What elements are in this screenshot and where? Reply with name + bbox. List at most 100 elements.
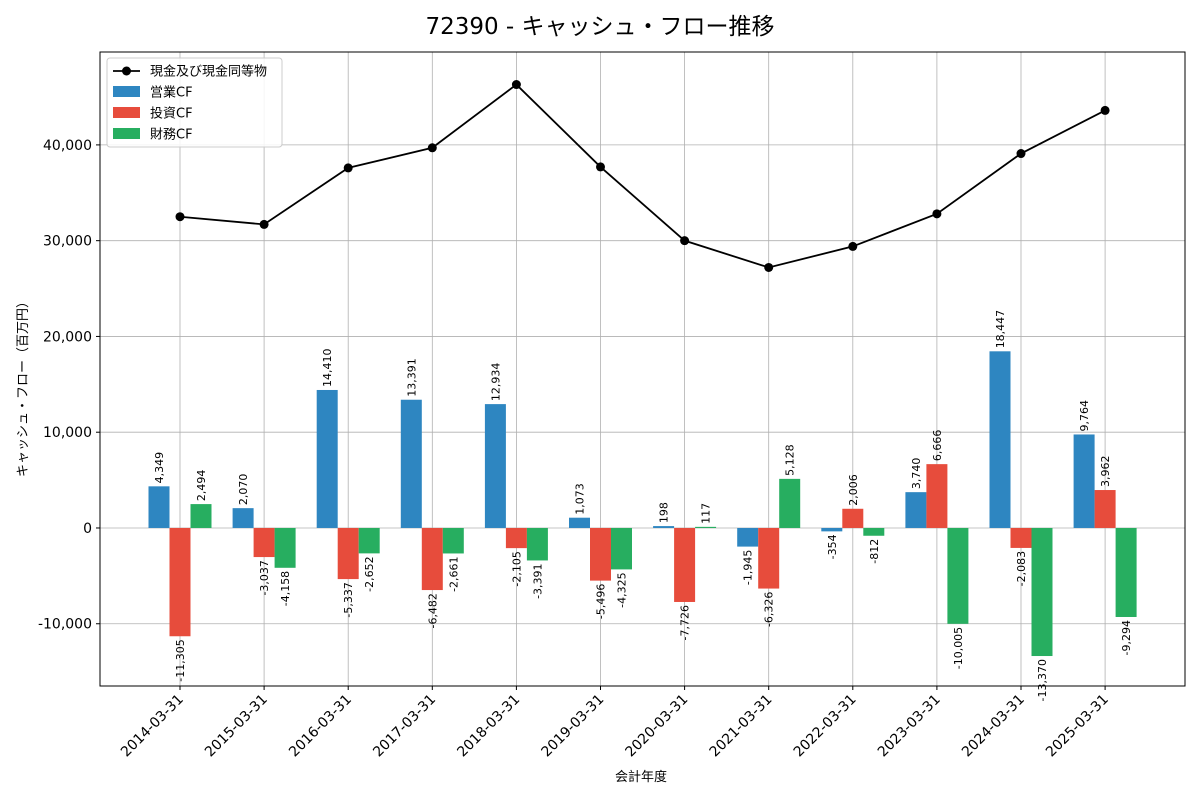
data-label: 3,740 [910,458,923,490]
bar-operating-cf [148,486,170,528]
x-tick-label: 2018-03-31 [454,692,523,761]
cash-point [175,212,185,222]
bar-investing-cf [590,527,611,581]
bar-financing-cf [1115,527,1137,617]
y-tick-label: 0 [83,521,92,537]
data-label: -13,370 [1036,659,1049,701]
data-label: -5,337 [342,582,355,617]
data-label: 14,410 [321,348,334,387]
data-label: 117 [700,503,713,524]
x-tick-label: 2016-03-31 [286,692,355,761]
data-label: -812 [868,539,881,564]
data-label: 6,666 [931,430,944,462]
data-label: 4,349 [153,452,166,484]
bar-operating-cf [905,492,927,528]
bar-operating-cf [316,389,338,528]
chart-title: 72390 - キャッシュ・フロー推移 [425,14,774,40]
data-label: 3,962 [1099,456,1112,488]
bar-operating-cf [569,517,590,528]
x-tick-label: 2025-03-31 [1043,692,1112,761]
data-label: -2,083 [1015,551,1028,586]
legend-box [106,57,283,148]
y-axis-label: キャッシュ・フロー（百万円） [16,295,31,477]
cash-point [596,162,605,172]
data-label: -6,326 [763,592,776,627]
cash-point [680,236,690,246]
bar-financing-cf [863,527,885,536]
bar-investing-cf [842,508,864,528]
bar-investing-cf [758,527,780,589]
data-label: -354 [826,534,839,559]
bars-layer [148,351,1137,657]
bar-financing-cf [779,478,801,528]
bar-financing-cf [526,527,548,561]
data-label: -6,482 [426,593,439,628]
bar-investing-cf [1010,527,1032,548]
legend-label: 営業CF [150,85,193,101]
x-tick-label: 2022-03-31 [791,692,860,761]
data-label: -9,294 [1120,620,1133,655]
cash-line [179,83,1106,269]
legend-label: 投資CF [150,106,193,122]
y-tick-label: 40,000 [43,138,92,154]
cash-point [1100,105,1110,115]
data-label: 5,128 [784,444,797,476]
bar-financing-cf [611,527,632,570]
bar-investing-cf [674,527,696,602]
bar-financing-cf [274,527,296,568]
bar-operating-cf [1073,434,1095,528]
bar-investing-cf [421,527,443,591]
legend-swatch [113,107,140,118]
y-tick-label: -10,000 [38,617,92,633]
bar-financing-cf [947,527,969,624]
bar-investing-cf [253,527,275,558]
cash-point [848,241,858,251]
data-label: -3,391 [531,563,544,598]
bar-operating-cf [821,527,843,532]
data-label: -1,945 [742,550,755,585]
plot-frame [99,51,1186,687]
data-label: -4,325 [616,572,629,607]
bar-financing-cf [1031,527,1053,657]
bar-financing-cf [190,504,212,528]
x-tick-label: 2021-03-31 [707,692,776,761]
x-tick-label: 2017-03-31 [370,692,439,761]
bar-operating-cf [484,404,506,528]
bar-investing-cf [926,464,948,528]
cash-point [343,163,353,173]
bar-financing-cf [358,527,380,554]
data-label: 13,391 [405,358,418,397]
y-tick-label: 10,000 [43,425,92,441]
y-tick-label: 30,000 [43,234,92,250]
cash-point [764,262,774,272]
line-layer [175,80,1110,272]
legend-swatch [113,86,140,97]
data-label: -2,661 [447,556,460,591]
data-label: 2,006 [847,474,860,506]
x-axis-label: 会計年度 [615,769,667,785]
data-labels-layer: 4,349 2,070 14,410 13,391 12,934 1,073 198 -1,9… [153,310,1133,702]
data-label: 9,764 [1078,400,1091,432]
bar-investing-cf [1094,490,1116,528]
legend-label: 現金及び現金同等物 [150,64,267,80]
bar-investing-cf [505,527,527,549]
cash-point [259,219,269,229]
x-tick-label: 2023-03-31 [875,692,944,761]
data-label: 18,447 [994,310,1007,349]
legend-swatch [113,128,140,139]
bar-operating-cf [737,527,759,547]
x-tick-label: 2020-03-31 [623,692,692,761]
data-label: -10,005 [952,627,965,669]
bar-operating-cf [400,399,422,528]
cash-point [427,143,437,153]
bar-financing-cf [695,526,717,528]
data-label: -4,158 [279,571,292,606]
data-label: -7,726 [679,605,692,640]
legend-label: 財務CF [150,128,193,143]
bar-financing-cf [442,527,464,554]
x-tick-label: 2015-03-31 [202,692,271,761]
data-label: 1,073 [574,483,587,515]
data-label: 12,934 [489,363,502,402]
